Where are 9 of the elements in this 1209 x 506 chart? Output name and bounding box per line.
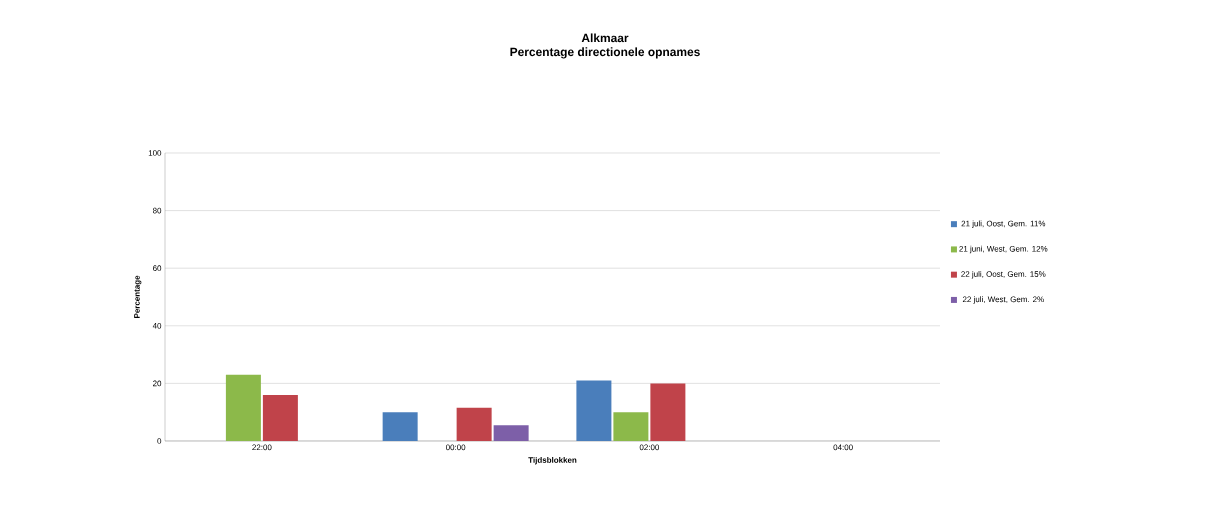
bar xyxy=(650,383,686,441)
bar xyxy=(456,407,492,441)
bar xyxy=(262,394,298,441)
bar xyxy=(493,425,529,441)
bar xyxy=(613,412,649,441)
chart-title: Alkmaar Percentage directionele opnames xyxy=(510,33,700,59)
bar xyxy=(225,374,261,441)
bar xyxy=(576,380,612,441)
bar xyxy=(382,412,418,441)
